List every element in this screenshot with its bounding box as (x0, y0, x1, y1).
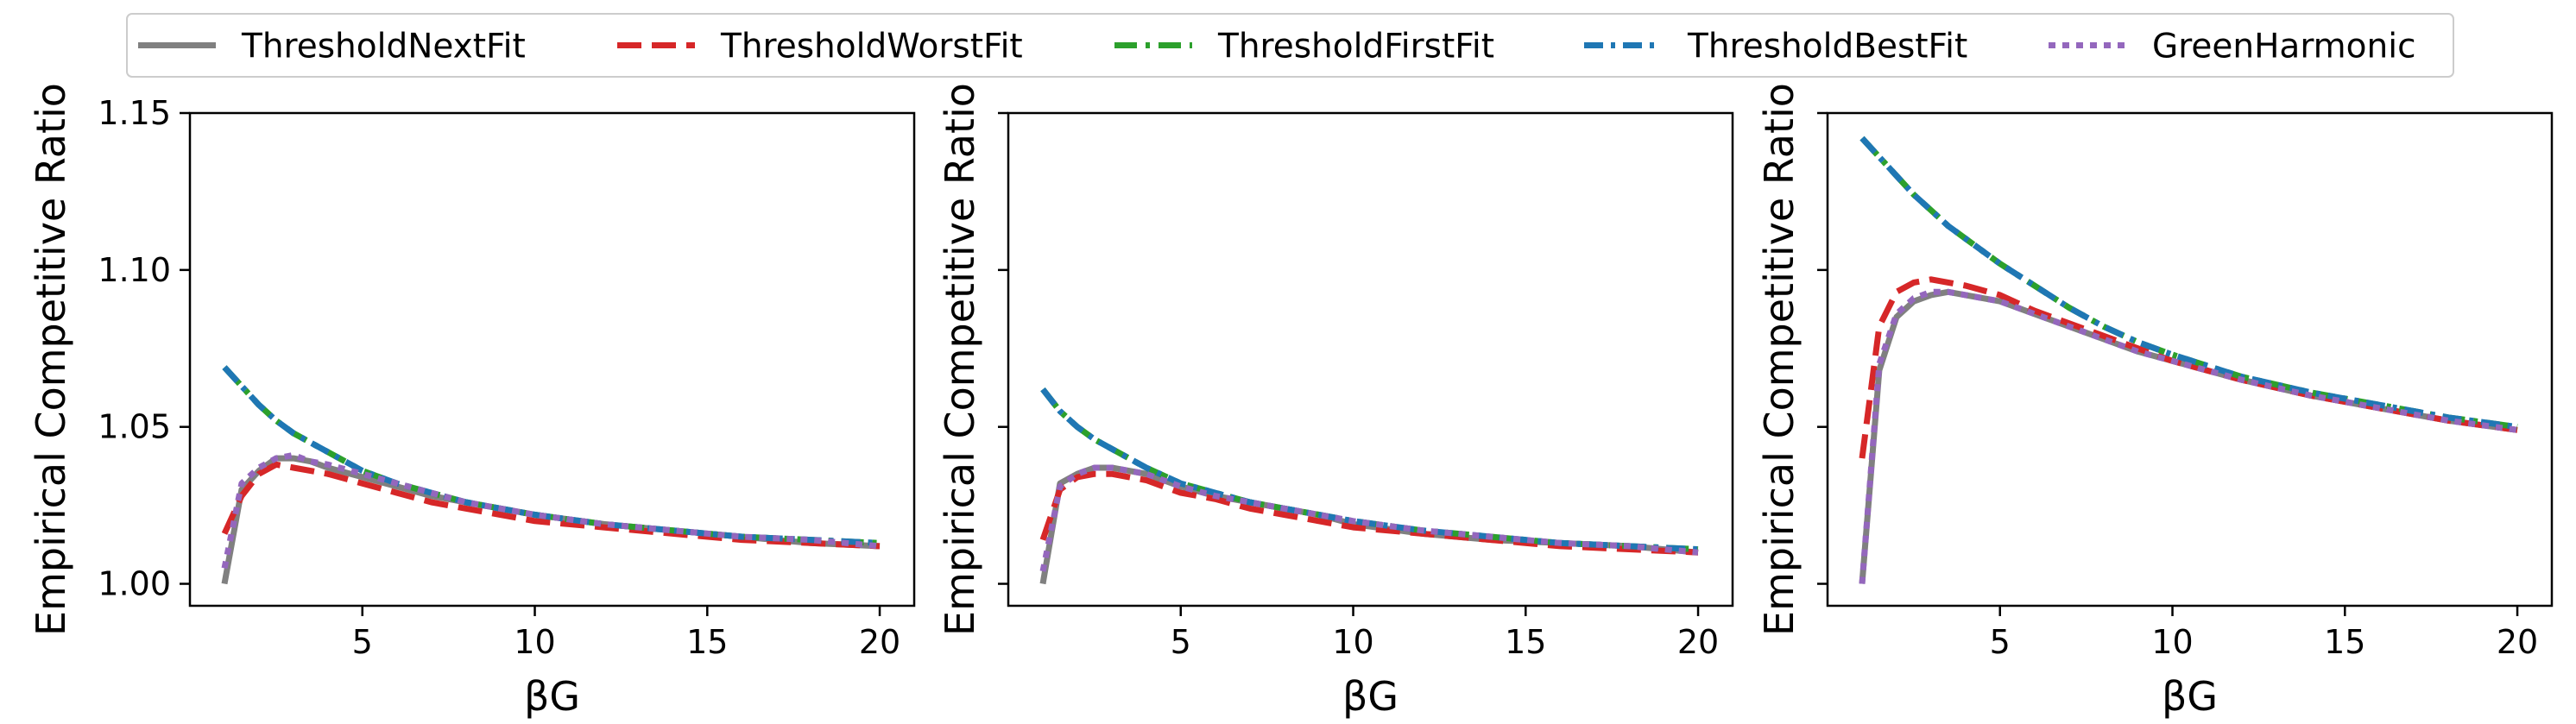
x-tick-label: 15 (1505, 623, 1546, 661)
y-axis-label: Empirical Competitive Ratio (28, 83, 74, 636)
y-axis-label: Empirical Competitive Ratio (937, 83, 983, 636)
x-axis-label: βG (524, 673, 580, 720)
series-line-thresholdworstfit (221, 461, 881, 550)
x-tick-label: 5 (1990, 623, 2011, 661)
series-line-thresholdfirstfit (222, 365, 881, 546)
chart-panel-2: 5 10 15 20 βG Empirical Competitive Ratio (937, 83, 1734, 720)
x-tick-label: 20 (2497, 623, 2538, 661)
x-tick-label: 5 (352, 623, 373, 661)
x-tick-label: 10 (514, 623, 555, 661)
x-tick-label: 15 (686, 623, 728, 661)
x-tick-label: 5 (1171, 623, 1191, 661)
y-tick-label: 1.00 (98, 565, 171, 603)
series-line-thresholdworstfit (1039, 470, 1699, 556)
legend-label-greenharmonic: GreenHarmonic (2152, 28, 2416, 66)
legend-frame (126, 13, 2454, 78)
plot-frame (188, 111, 916, 608)
x-tick-label: 10 (2151, 623, 2193, 661)
x-axis-label: βG (1342, 673, 1398, 720)
plot-frame (1007, 111, 1734, 608)
panels: 5 10 15 20 1.00 1.05 1.10 1.15 βG Empirical Compe… (28, 83, 2554, 720)
legend-label-thresholdnextfit: ThresholdNextFit (241, 28, 526, 66)
y-tick-label: 1.10 (98, 251, 171, 289)
legend: ThresholdNextFit ThresholdWorstFit Thresho… (126, 13, 2454, 78)
x-tick-label: 20 (859, 623, 900, 661)
series-line-greenharmonic (1859, 288, 2518, 584)
series-line-thresholdbestfit (1859, 135, 2518, 431)
x-tick-label: 20 (1677, 623, 1719, 661)
x-tick-label: 10 (1332, 623, 1373, 661)
x-tick-label: 15 (2324, 623, 2365, 661)
legend-label-thresholdbestfit: ThresholdBestFit (1687, 28, 1967, 66)
series-line-thresholdworstfit (1859, 276, 2518, 459)
chart-panel-3: 5 10 15 20 βG Empirical Competitive Ratio (1756, 83, 2554, 720)
y-axis-label: Empirical Competitive Ratio (1756, 83, 1803, 636)
series-line-thresholdfirstfit (1859, 135, 2518, 431)
y-tick-label: 1.15 (98, 94, 171, 132)
x-axis-label: βG (2162, 673, 2218, 720)
chart-panel-1: 5 10 15 20 1.00 1.05 1.10 1.15 βG Empirical Compe… (28, 83, 916, 720)
legend-label-thresholdfirstfit: ThresholdFirstFit (1217, 28, 1494, 66)
legend-label-thresholdworstfit: ThresholdWorstFit (720, 28, 1023, 66)
plot-frame (1826, 111, 2554, 608)
series-line-greenharmonic (1039, 464, 1699, 572)
series-line-greenharmonic (221, 451, 881, 570)
y-tick-label: 1.05 (98, 408, 171, 446)
